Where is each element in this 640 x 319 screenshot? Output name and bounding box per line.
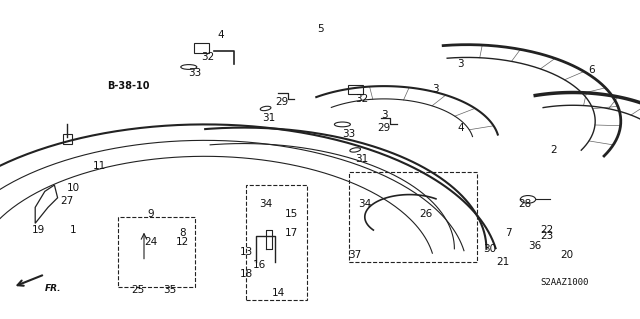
Text: 32: 32 [202, 52, 214, 63]
Text: 37: 37 [349, 250, 362, 260]
Text: 17: 17 [285, 228, 298, 238]
Text: 10: 10 [67, 183, 80, 193]
Text: 34: 34 [358, 199, 371, 209]
Text: 27: 27 [61, 196, 74, 206]
Text: 13: 13 [240, 247, 253, 257]
Bar [348, 85, 363, 94]
Text: 15: 15 [285, 209, 298, 219]
Text: 23: 23 [541, 231, 554, 241]
Text: 34: 34 [259, 199, 272, 209]
Text: 1: 1 [70, 225, 77, 235]
Text: 6: 6 [589, 65, 595, 75]
Text: 33: 33 [189, 68, 202, 78]
Text: 3: 3 [381, 110, 387, 120]
Text: 14: 14 [272, 288, 285, 299]
Text: S2AAZ1000: S2AAZ1000 [540, 278, 589, 287]
Text: 28: 28 [518, 199, 531, 209]
Text: 25: 25 [131, 285, 144, 295]
Text: 35: 35 [163, 285, 176, 295]
Text: 3: 3 [432, 84, 438, 94]
Text: 19: 19 [32, 225, 45, 235]
Text: FR.: FR. [45, 284, 61, 293]
Text: 30: 30 [483, 244, 496, 254]
Text: 31: 31 [262, 113, 275, 123]
Text: 21: 21 [496, 256, 509, 267]
Text: 33: 33 [342, 129, 355, 139]
Text: 12: 12 [176, 237, 189, 248]
Bar [194, 43, 209, 53]
Text: 9: 9 [147, 209, 154, 219]
Text: 11: 11 [93, 161, 106, 171]
Text: 29: 29 [378, 122, 390, 133]
Bar [63, 134, 72, 144]
Text: 36: 36 [528, 241, 541, 251]
Text: 24: 24 [144, 237, 157, 248]
Text: 22: 22 [541, 225, 554, 235]
Text: 4: 4 [458, 122, 464, 133]
Text: 2: 2 [550, 145, 557, 155]
Text: 31: 31 [355, 154, 368, 165]
Text: 32: 32 [355, 94, 368, 104]
Text: 7: 7 [506, 228, 512, 238]
Text: 20: 20 [560, 250, 573, 260]
Text: 18: 18 [240, 269, 253, 279]
Text: 16: 16 [253, 260, 266, 270]
Text: B-38-10: B-38-10 [107, 81, 149, 91]
Text: 3: 3 [458, 59, 464, 69]
Text: 26: 26 [419, 209, 432, 219]
Text: 5: 5 [317, 24, 323, 34]
Text: 4: 4 [218, 30, 224, 40]
Text: 8: 8 [179, 228, 186, 238]
Text: 29: 29 [275, 97, 288, 107]
